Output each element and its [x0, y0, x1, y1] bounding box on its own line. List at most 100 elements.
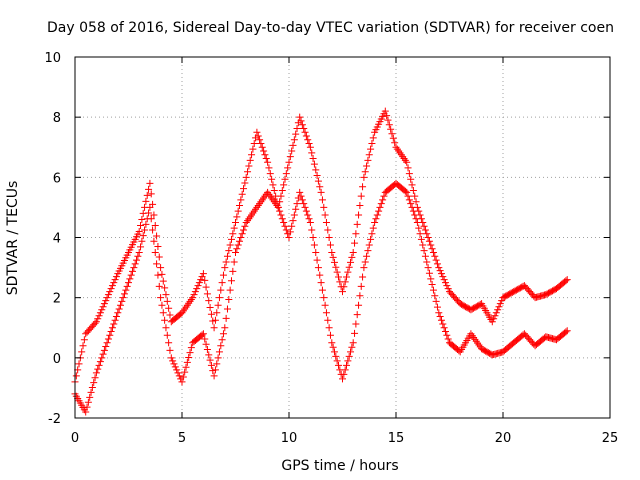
data-point-lower	[82, 408, 90, 416]
data-point-lower	[221, 324, 229, 332]
data-point-lower	[432, 297, 440, 305]
data-point-upper	[72, 372, 80, 380]
data-point-lower	[300, 200, 308, 208]
data-point-lower	[329, 343, 337, 351]
data-point-lower	[120, 290, 128, 298]
data-point-lower	[237, 234, 245, 241]
data-point-lower	[433, 303, 441, 311]
data-point-upper	[495, 303, 503, 311]
data-point-lower	[409, 207, 417, 215]
data-point-lower	[108, 324, 116, 332]
data-point-upper	[191, 288, 199, 296]
data-point-lower	[278, 215, 286, 223]
data-point-upper	[163, 297, 171, 305]
data-point-upper	[100, 300, 108, 308]
data-point-upper	[227, 235, 235, 243]
data-point-lower	[88, 384, 96, 392]
data-point-upper	[494, 306, 502, 314]
data-point-upper	[428, 245, 436, 253]
data-point-upper	[246, 156, 254, 164]
data-point-lower	[112, 312, 120, 320]
data-point-lower	[155, 282, 163, 290]
data-point-lower	[100, 346, 108, 354]
data-point-upper	[138, 215, 146, 223]
data-point-upper	[103, 294, 111, 302]
data-point-upper	[237, 196, 245, 204]
data-point-lower	[122, 286, 130, 294]
data-point-upper	[325, 234, 333, 241]
data-point-upper	[244, 168, 252, 176]
data-point-lower	[165, 339, 173, 347]
data-point-lower	[159, 309, 167, 317]
data-point-lower	[562, 328, 570, 336]
data-point-lower	[154, 271, 162, 279]
data-point-lower	[401, 187, 409, 195]
data-point-upper	[230, 224, 238, 232]
data-point-upper	[384, 116, 392, 124]
data-point-lower	[91, 374, 99, 382]
data-point-lower	[339, 375, 346, 383]
data-point-upper	[202, 283, 210, 291]
data-point-upper	[218, 279, 226, 287]
data-point-upper	[99, 303, 107, 311]
data-point-lower	[129, 267, 137, 275]
data-point-lower	[147, 215, 155, 223]
data-point-lower	[361, 258, 369, 266]
data-point-upper	[333, 268, 341, 276]
data-point-upper	[288, 147, 296, 155]
data-point-upper	[563, 276, 571, 284]
x-axis-title: GPS time / hours	[281, 458, 398, 474]
data-point-lower	[87, 388, 95, 396]
data-point-upper	[364, 156, 372, 164]
data-point-lower	[369, 224, 377, 232]
data-point-upper	[266, 170, 274, 178]
data-point-upper	[491, 312, 499, 320]
data-point-lower	[345, 352, 353, 360]
data-point-lower	[364, 247, 372, 255]
data-point-lower	[202, 340, 210, 348]
data-point-upper	[403, 158, 411, 166]
data-point-upper	[444, 285, 452, 293]
data-point-lower	[302, 207, 310, 215]
data-point-lower	[133, 256, 141, 264]
data-point-lower	[324, 316, 332, 324]
data-point-upper	[427, 241, 435, 249]
data-point-lower	[206, 356, 214, 364]
data-point-lower	[201, 335, 209, 343]
data-point-lower	[365, 241, 373, 249]
data-point-lower	[233, 245, 241, 253]
data-point-lower	[435, 309, 443, 317]
data-point-lower	[137, 243, 145, 251]
data-point-upper	[488, 318, 496, 326]
data-point-upper	[409, 186, 417, 194]
data-point-lower	[309, 234, 317, 241]
data-point-upper	[365, 151, 373, 159]
data-point-upper	[355, 211, 363, 219]
data-point-lower	[436, 312, 444, 320]
data-point-lower	[280, 218, 288, 226]
data-point-lower	[185, 353, 193, 361]
data-point-lower	[210, 372, 218, 380]
data-point-lower	[92, 369, 100, 377]
data-point-upper	[308, 149, 316, 157]
data-point-lower	[84, 398, 92, 406]
data-point-upper	[199, 270, 207, 278]
data-point-lower	[111, 316, 119, 324]
data-point-lower	[99, 350, 107, 358]
data-point-lower	[118, 297, 126, 305]
data-point-lower	[427, 275, 435, 283]
data-point-lower	[429, 286, 437, 294]
data-point-upper	[137, 221, 145, 229]
data-point-lower	[98, 354, 106, 362]
data-point-upper	[498, 297, 506, 305]
data-point-lower	[317, 279, 325, 287]
data-point-upper	[431, 252, 439, 260]
data-point-lower	[234, 241, 242, 249]
data-point-lower	[428, 281, 436, 289]
data-point-lower	[198, 331, 206, 339]
axis-ticks	[74, 56, 611, 419]
data-point-upper	[150, 211, 158, 219]
data-point-lower	[298, 196, 306, 204]
data-point-upper	[420, 222, 428, 230]
data-point-upper	[153, 232, 161, 240]
